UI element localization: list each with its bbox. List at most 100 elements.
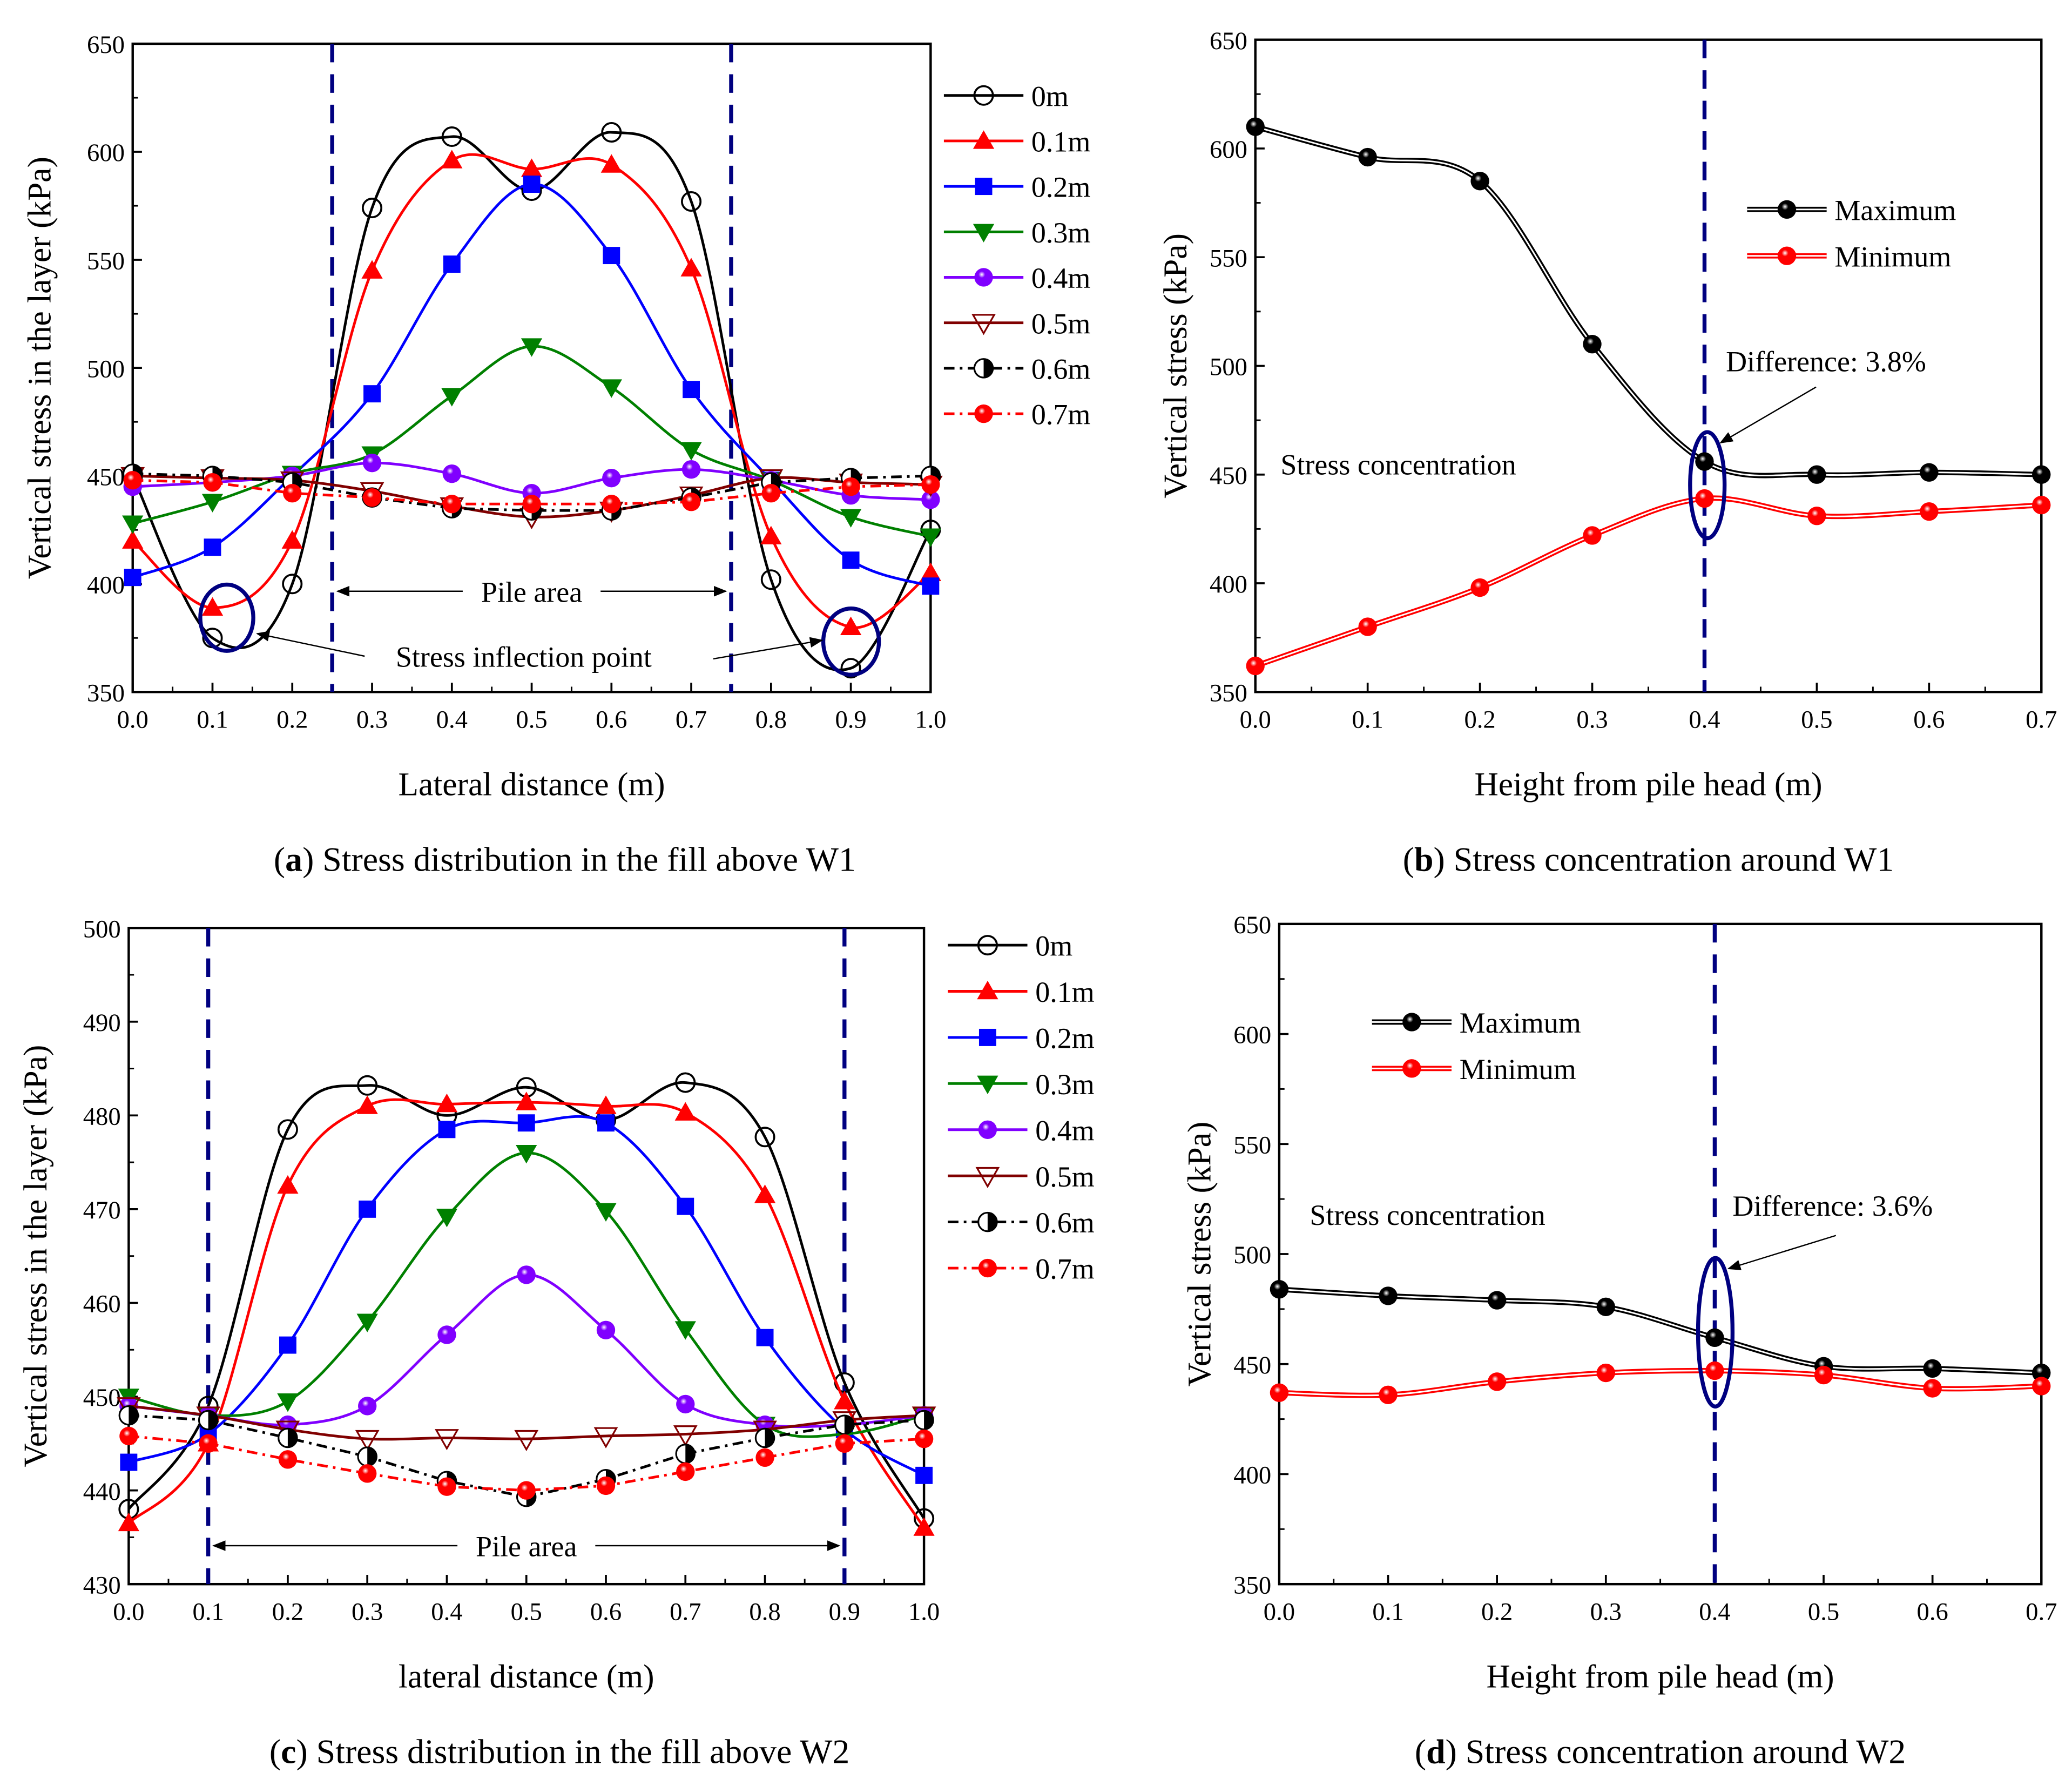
data-point — [673, 1425, 698, 1447]
data-point — [437, 1477, 456, 1496]
data-point — [1705, 1361, 1724, 1380]
legend-marker — [977, 935, 998, 956]
data-point — [521, 158, 543, 177]
caption-paren: ( — [269, 1733, 281, 1771]
series-line — [132, 472, 931, 512]
legend-item: 0.6m — [943, 353, 1091, 386]
inflection-point-circle — [198, 582, 255, 653]
caption-paren: ( — [274, 840, 285, 879]
caption-letter: c — [281, 1733, 296, 1771]
difference-arrow — [1727, 1235, 1837, 1270]
x-tick-label: 0.3 — [1590, 1598, 1622, 1626]
legend-label: 0.6m — [1031, 353, 1091, 386]
pile-area-label: Pile area — [481, 576, 582, 608]
difference-ellipse — [1696, 1256, 1735, 1409]
data-point — [208, 1411, 218, 1430]
data-point — [756, 1329, 774, 1346]
y-tick-label: 650 — [1233, 911, 1271, 939]
legend-marker — [1777, 200, 1797, 219]
legend-item: 0.4m — [948, 1114, 1095, 1147]
data-point — [760, 525, 782, 544]
x-axis-label: lateral distance (m) — [399, 1659, 654, 1695]
y-tick-label: 650 — [87, 31, 125, 59]
data-point — [920, 528, 941, 547]
data-point — [914, 1429, 934, 1448]
data-point — [676, 1394, 695, 1414]
data-point — [1920, 502, 1939, 521]
pile-area-label: Pile area — [476, 1531, 577, 1563]
legend-label: Minimum — [1460, 1053, 1576, 1086]
legend: Maximum Minimum — [1747, 194, 1956, 273]
data-point — [356, 1313, 378, 1332]
data-point — [1270, 1280, 1289, 1299]
data-point — [840, 658, 861, 679]
stress-concentration-label: Stress concentration — [1280, 449, 1516, 481]
caption-paren: ) — [1446, 1733, 1457, 1771]
difference-label: Difference: 3.6% — [1732, 1190, 1933, 1222]
legend-marker — [973, 130, 995, 149]
data-point — [835, 1434, 854, 1453]
series-Maximum — [1270, 1280, 2051, 1383]
legend-item: 0.1m — [948, 976, 1095, 1008]
legend-label: 0m — [1035, 930, 1072, 962]
inflection-arrow — [713, 637, 824, 660]
y-tick-label: 350 — [1233, 1571, 1271, 1599]
data-point — [596, 1320, 616, 1339]
data-point — [277, 1175, 299, 1194]
data-point — [361, 198, 383, 219]
legend-item: 0.5m — [948, 1161, 1095, 1193]
legend-label: 0.4m — [1035, 1114, 1095, 1147]
data-point — [283, 484, 302, 503]
data-point — [920, 562, 941, 581]
data-point — [681, 493, 701, 511]
caption-paren: ( — [1415, 1733, 1426, 1771]
data-point — [676, 1462, 695, 1481]
legend-item: 0m — [943, 80, 1069, 112]
y-tick-label: 400 — [1210, 570, 1247, 598]
y-axis-label: Vertical stress in the layer (kPa) — [17, 1045, 54, 1467]
x-tick-label: 0.3 — [352, 1598, 383, 1626]
legend-item: 0.1m — [943, 126, 1091, 158]
data-point — [842, 551, 860, 569]
x-tick-label: 0.8 — [749, 1598, 780, 1626]
legend-marker — [975, 1167, 1000, 1189]
series-line — [132, 153, 932, 629]
caption-letter: a — [285, 840, 302, 879]
y-tick-label: 350 — [1210, 679, 1247, 707]
difference-ellipse — [1688, 430, 1727, 541]
data-point — [921, 490, 940, 509]
data-point — [2032, 1363, 2051, 1383]
data-point — [122, 515, 144, 534]
y-tick-label: 650 — [1210, 27, 1247, 55]
x-tick-label: 1.0 — [915, 706, 946, 734]
series-line — [127, 1081, 926, 1519]
x-tick-label: 0.5 — [1808, 1598, 1839, 1626]
legend-item: Minimum — [1747, 240, 1951, 273]
data-point — [1487, 1291, 1507, 1310]
x-tick-label: 0.2 — [272, 1598, 303, 1626]
data-point — [1807, 465, 1826, 484]
data-point — [278, 1450, 298, 1469]
data-point — [356, 1095, 378, 1114]
series-line — [127, 1098, 926, 1529]
caption-paren: ) — [1433, 840, 1445, 879]
data-point — [516, 1145, 537, 1164]
legend-marker — [975, 178, 993, 196]
legend-label: 0.1m — [1031, 126, 1091, 158]
data-point — [915, 1466, 933, 1484]
data-point — [441, 150, 463, 169]
data-point — [841, 477, 860, 496]
legend-marker — [1402, 1013, 1421, 1032]
data-point — [602, 469, 621, 488]
y-tick-label: 450 — [1233, 1351, 1271, 1379]
x-tick-label: 0.0 — [1240, 706, 1271, 734]
legend-label: 0.5m — [1035, 1161, 1095, 1193]
data-point — [755, 1448, 774, 1467]
legend-item: Minimum — [1372, 1053, 1576, 1086]
data-point — [1814, 1365, 1833, 1385]
legend-item: 0.3m — [948, 1068, 1095, 1101]
data-point — [438, 1121, 456, 1138]
data-point — [603, 247, 620, 265]
x-tick-label: 1.0 — [908, 1598, 940, 1626]
